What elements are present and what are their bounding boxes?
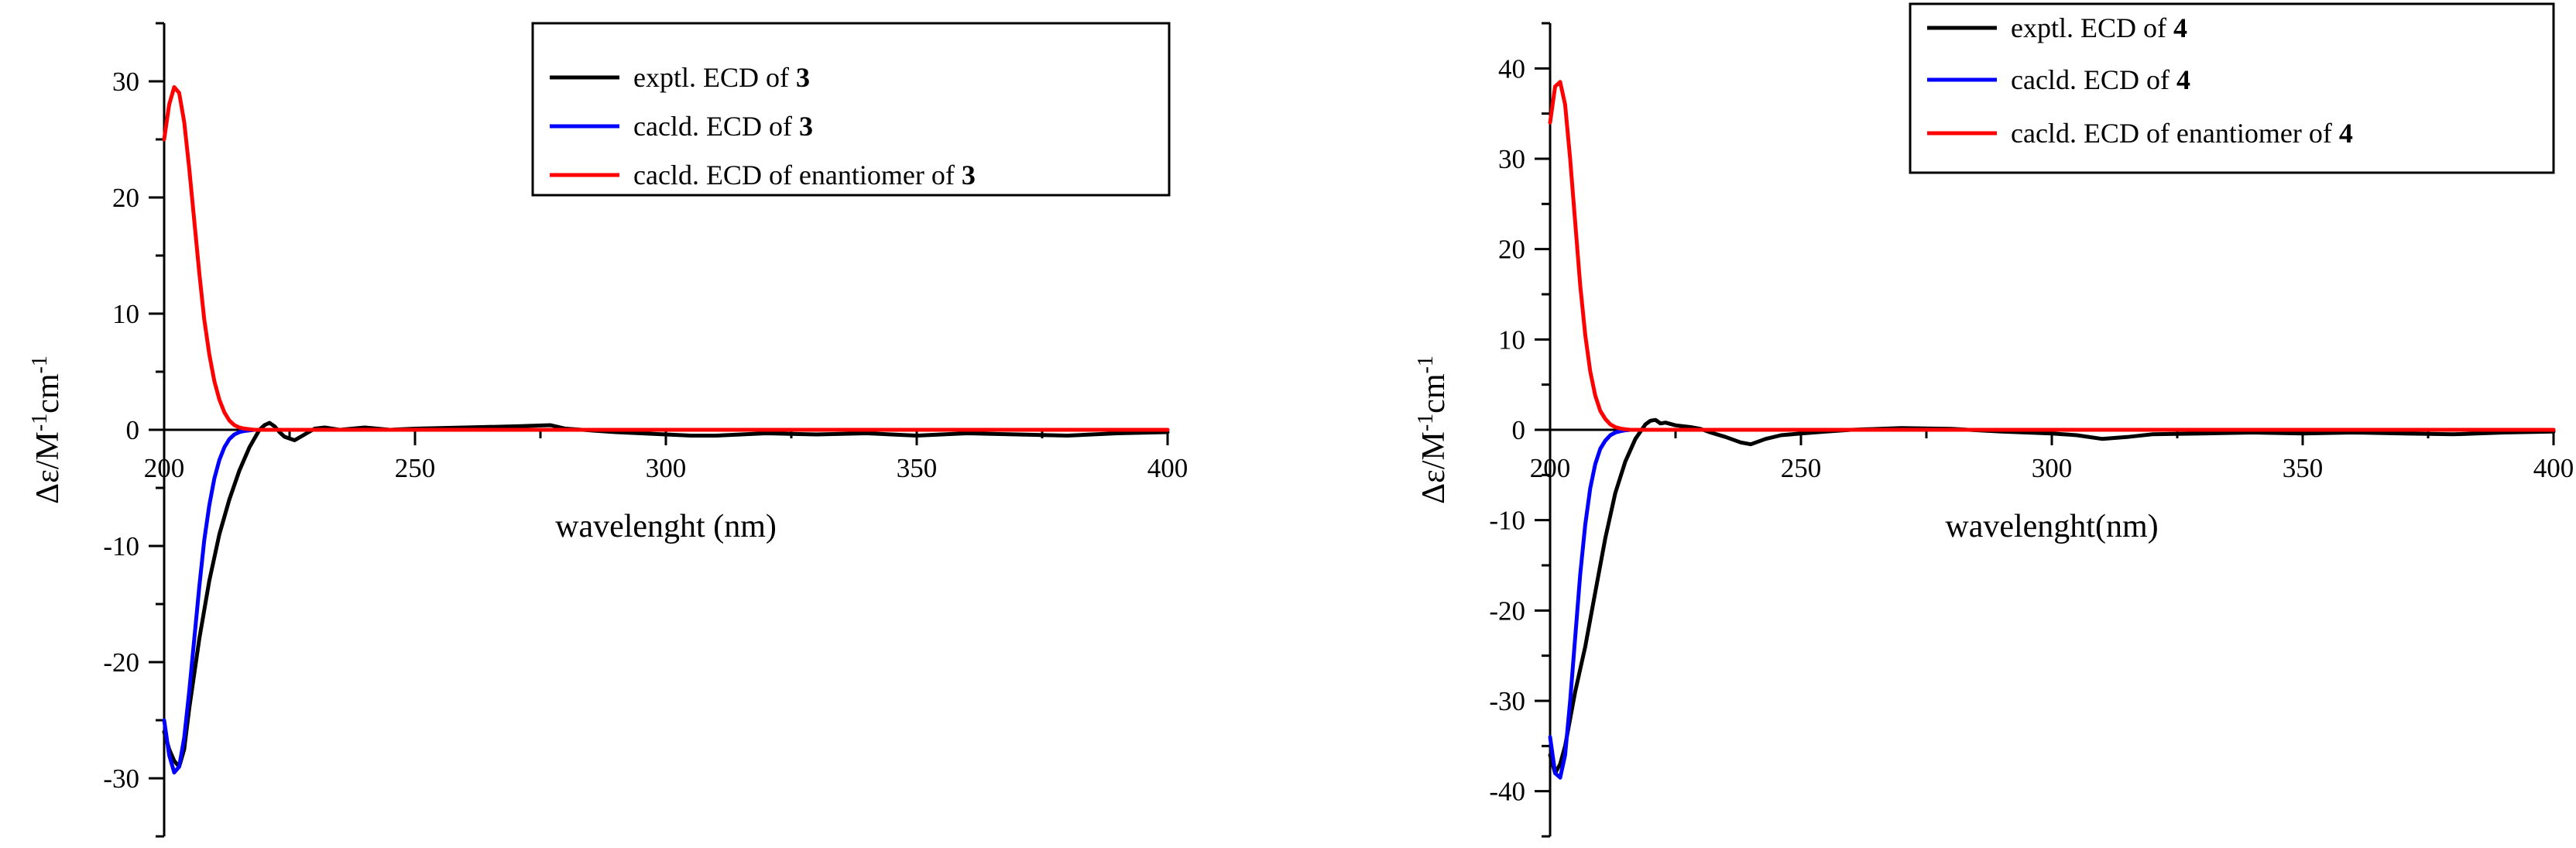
y-tick-label: -30 xyxy=(103,764,139,794)
legend-label-3: cacld. ECD of enantiomer of 3 xyxy=(633,160,976,191)
legend-box xyxy=(531,22,1171,197)
x-tick-label: 400 xyxy=(2533,453,2574,483)
x-axis-label: wavelenght(nm) xyxy=(1945,509,2158,544)
x-tick-label: 250 xyxy=(395,453,436,483)
y-tick-label: 30 xyxy=(1498,144,1525,174)
chart-panel-1: -30 -20 -10 0 10 20 30 200 250 300 350 400 wavelengh… xyxy=(28,22,1189,838)
x-tick-label: 400 xyxy=(1147,453,1189,483)
y-axis-label: Δε/M-1cm-1 xyxy=(28,355,67,504)
series-line-1 xyxy=(1548,417,2556,775)
y-tick-label: 0 xyxy=(1512,415,1526,445)
legend-label-1: exptl. ECD of 4 xyxy=(2011,12,2187,43)
y-tick-label: -30 xyxy=(1489,686,1525,716)
y-tick-label: 10 xyxy=(1498,324,1525,355)
x-tick-label: 350 xyxy=(897,453,938,483)
y-tick-label: -10 xyxy=(103,531,139,561)
y-tick-label: 0 xyxy=(126,415,140,445)
legend: exptl. ECD of 4 cacld. ECD of 4 cacld. ECD… xyxy=(1909,2,2555,174)
legend-label-2: cacld. ECD of 3 xyxy=(633,111,813,142)
x-tick-label: 200 xyxy=(1530,453,1571,483)
x-axis-label: wavelenght (nm) xyxy=(555,509,777,544)
y-tick-label: 20 xyxy=(1498,235,1525,265)
x-tick-label: 250 xyxy=(1781,453,1822,483)
y-tick-label: 30 xyxy=(112,67,139,97)
y-tick-label: -20 xyxy=(103,647,139,678)
legend-label-1: exptl. ECD of 3 xyxy=(633,62,810,93)
y-tick-label: 10 xyxy=(112,299,139,329)
x-tick-label: 350 xyxy=(2283,453,2324,483)
chart-panel-2: -40 -30 -20 -10 0 10 20 30 40 200 250 300 350 400 wave… xyxy=(1414,2,2574,838)
x-tick-label: 300 xyxy=(2032,453,2073,483)
y-tick-label: 20 xyxy=(112,183,139,213)
y-tick-label: -40 xyxy=(1489,777,1525,807)
series-line-3 xyxy=(162,85,1170,432)
legend-box xyxy=(1909,2,2555,174)
legend: exptl. ECD of 3 cacld. ECD of 3 cacld. ECD… xyxy=(531,22,1171,197)
y-tick-label: 40 xyxy=(1498,53,1525,84)
series-line-3 xyxy=(1548,80,2556,432)
y-tick-label: -10 xyxy=(1489,506,1525,536)
legend-label-2: cacld. ECD of 4 xyxy=(2011,64,2190,95)
y-tick-label: -20 xyxy=(1489,596,1525,626)
x-tick-label: 200 xyxy=(144,453,185,483)
legend-label-3: cacld. ECD of enantiomer of 4 xyxy=(2011,118,2353,149)
y-axis-label: Δε/M-1cm-1 xyxy=(1414,355,1453,504)
x-tick-label: 300 xyxy=(646,453,687,483)
